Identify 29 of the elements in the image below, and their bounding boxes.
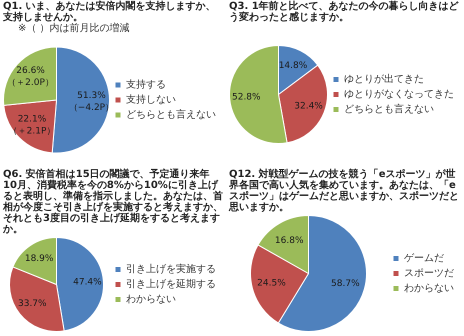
legend-label: わからない	[404, 283, 454, 294]
data-label: 26.6% （＋2.0P）	[7, 66, 54, 88]
data-label: 16.8%	[274, 236, 304, 246]
data-label: 22.1% （＋2.1P）	[8, 114, 56, 136]
data-label: 24.5%	[257, 278, 286, 288]
legend-label: 引き上げを延期する	[126, 278, 216, 290]
legend-label: ゆとりが出てきた	[344, 73, 424, 86]
data-label: 14.8%	[278, 60, 308, 71]
chart-title: Q12. 対戦型ゲームの技を競う「eスポーツ」が世界各国で高い人気を集めています。あなたは、「eスポーツ」はゲームだと思いますか、スポーツだと思いますか。	[228, 168, 460, 213]
chart-title: Q3. 1年前と比べて、あなたの今の暮らし向きはどう変わったと感じますか。	[228, 0, 460, 23]
data-label: 51.3% （−4.2P）	[68, 90, 114, 113]
legend-label: 支持する	[126, 78, 166, 91]
legend-label: わからない	[126, 294, 176, 306]
legend-label: ゆとりがなくなってきた	[344, 89, 454, 100]
legend-label: ゲームだ	[404, 253, 444, 264]
legend-label: どちらとも言えない	[126, 108, 216, 121]
legend-label: スポーツだ	[404, 268, 454, 280]
data-label: 47.4%	[73, 277, 102, 288]
chart-subtitle: ※（ ）内は前月比の増減	[17, 23, 131, 34]
data-label: 18.9%	[24, 254, 54, 264]
legend-label: 支持しない	[126, 94, 176, 106]
data-label: 32.4%	[294, 102, 324, 112]
chart-title: Q1. いま、あなたは安倍内閣を支持しますか、支持しませんか。	[2, 0, 217, 23]
data-label: 52.8%	[232, 92, 262, 103]
data-label: 58.7%	[331, 279, 360, 290]
legend-label: 引き上げを実施する	[126, 263, 216, 276]
data-label: 33.7%	[18, 299, 48, 310]
chart-title: Q6. 安倍首相は15日の閣議で、予定通り来年10月、消費税率を今の8%から10%に引き上げると表明し、準備を指示しました。あなたは、首相が今度こそ引き上げを実施すると考えますか、それとも3度目の引き上げ延期をすると考えますか。	[2, 168, 224, 235]
legend-label: どちらとも言えない	[344, 103, 434, 116]
